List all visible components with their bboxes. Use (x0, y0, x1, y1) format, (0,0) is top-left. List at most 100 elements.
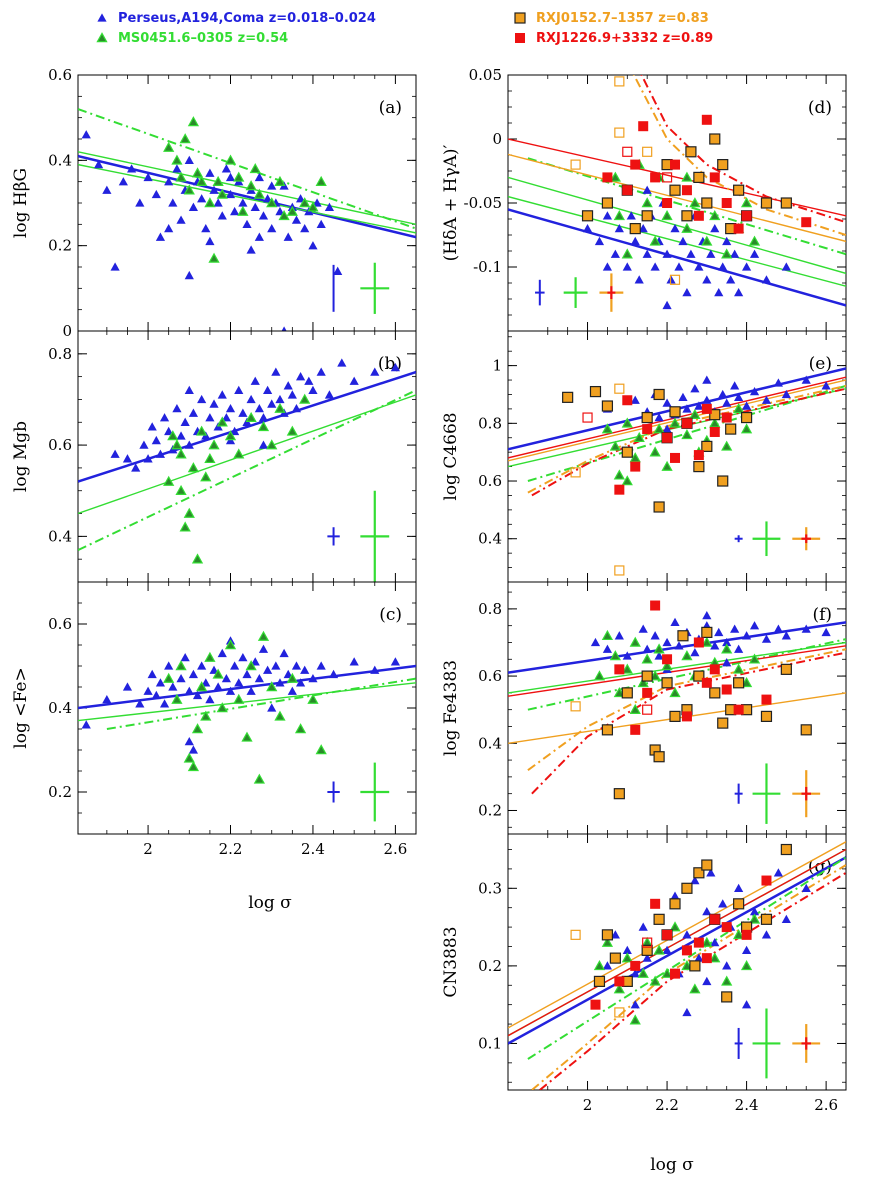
legend-marker-rxj1226 (515, 33, 525, 43)
point-g-perseus-16 (706, 868, 716, 877)
point-c-perseus-12 (176, 674, 186, 683)
y-tick-label-a: 0.2 (48, 237, 72, 255)
point-b-perseus-14 (184, 440, 194, 449)
point-g-perseus-19 (722, 961, 732, 970)
point-g-perseus-10 (670, 891, 680, 900)
fit-line-g-rxj0152-3 (508, 841, 846, 1029)
point-b-perseus-4 (143, 454, 153, 463)
x-tick-label-g: 2 (583, 1096, 593, 1114)
fit-line-d-rxj1226-5 (508, 138, 846, 217)
point-b-perseus-34 (267, 399, 277, 408)
point-f-rxj1226-1 (630, 724, 641, 735)
point-d-rxj1226-1 (622, 185, 633, 196)
x-axis-label-left: log σ (248, 893, 292, 913)
point-e-rxj1226-2 (642, 424, 653, 435)
point-b-perseus-47 (337, 358, 347, 367)
point-d-perseus-3 (610, 249, 620, 258)
point-d-perseus-10 (642, 249, 652, 258)
point-g-ms0451-16 (733, 929, 745, 940)
point-e-rxj0152-11 (717, 475, 729, 487)
point-b-perseus-2 (131, 463, 141, 472)
point-b-perseus-48 (349, 376, 359, 385)
point-a-perseus-18 (197, 194, 207, 203)
point-d-perseus-31 (726, 275, 736, 284)
point-e-perseus-20 (761, 395, 772, 404)
point-d-perseus-0 (582, 224, 593, 233)
point-c-perseus-41 (295, 678, 306, 687)
fit-line-b-ms0451-2 (78, 389, 416, 552)
point-a-ms0451-5 (187, 116, 200, 127)
point-b-perseus-6 (151, 435, 161, 445)
point-b-perseus-41 (295, 372, 306, 381)
fit-line-c-perseus-0 (78, 664, 416, 710)
point-f-perseus-9 (662, 637, 672, 647)
point-f-rxj1226-2 (642, 687, 653, 698)
point-d-perseus-21 (686, 249, 696, 258)
point-g-perseus-22 (741, 945, 752, 955)
point-c-ms0451-2 (175, 660, 187, 671)
point-d-perseus-36 (761, 275, 772, 284)
point-g-ms0451-2 (613, 983, 625, 994)
fit-line-g-rxj1226-6 (539, 871, 846, 1090)
y-axis-label-b: log Mgb (11, 421, 31, 492)
panel-label-e: (e) (809, 354, 832, 374)
point-d-perseus-28 (714, 288, 724, 297)
point-b-perseus-36 (275, 394, 285, 404)
point-c-perseus-48 (390, 657, 400, 666)
point-c-ms0451-14 (257, 630, 270, 641)
point-b-perseus-7 (155, 449, 166, 458)
point-e-ms0451-11 (681, 429, 693, 440)
point-d-rxj0152-17 (685, 146, 697, 158)
point-a-perseus-54 (225, 172, 236, 182)
point-c-perseus-31 (254, 674, 264, 683)
point-e-perseus-25 (662, 424, 672, 433)
point-c-perseus-19 (205, 695, 215, 704)
fit-line-d-ms0451-1 (508, 176, 846, 275)
point-g-ms0451-17 (740, 960, 753, 971)
x-axis-label-right: log σ (650, 1155, 694, 1175)
point-e-rxj0152-0 (562, 391, 574, 403)
point-a-perseus-28 (238, 198, 248, 207)
point-a-ms0451-20 (307, 201, 319, 212)
point-g-ms0451-14 (709, 952, 721, 963)
point-a-ms0451-17 (274, 175, 286, 186)
point-f-rxj0152-16 (760, 710, 773, 723)
point-b-perseus-53 (258, 440, 269, 449)
point-e-rxj0152-15 (693, 460, 705, 473)
point-c-perseus-9 (164, 661, 174, 670)
y-axis-label-g: CN3883 (441, 926, 461, 997)
point-f-perseus-0 (590, 637, 601, 647)
point-f-perseus-17 (714, 627, 724, 637)
fit-line-d-rxj0152-6 (632, 75, 846, 236)
point-c-perseus-47 (370, 665, 380, 674)
point-g-rxj0152-4 (653, 913, 665, 925)
fit-line-a-ms0451-2 (78, 163, 416, 234)
point-f-perseus-22 (749, 621, 760, 630)
point-e-ms0451-15 (721, 440, 733, 451)
point-a-perseus-56 (205, 236, 215, 246)
point-d-perseus-23 (694, 262, 704, 271)
plot-area-e (508, 367, 846, 576)
point-g-rxj1226-4 (662, 929, 673, 940)
point-b-perseus-12 (176, 431, 186, 440)
point-g-ms0451-18 (748, 913, 761, 924)
plot-area-c (78, 630, 416, 784)
point-d-perseus-39 (642, 185, 652, 194)
point-c-perseus-49 (184, 737, 194, 746)
point-c-perseus-20 (209, 665, 219, 674)
point-g-rxj1226-2 (630, 960, 641, 971)
fit-line-d-ms0451-2 (508, 195, 846, 287)
y-tick-label-c: 0.6 (48, 615, 72, 633)
point-g-rxj1226-5 (670, 968, 681, 979)
point-f-perseus-29 (702, 611, 712, 620)
point-b-perseus-23 (221, 413, 231, 422)
y-tick-label-b: 0.4 (48, 527, 72, 545)
point-d-rxj0152-8 (701, 197, 713, 209)
point-e-perseus-24 (821, 381, 831, 390)
x-tick-label-c: 2.6 (383, 840, 407, 858)
point-c-perseus-13 (180, 653, 190, 662)
x-tick-label-c: 2.2 (219, 840, 243, 858)
panel-label-g: (g) (808, 857, 832, 877)
point-g-rxj1226-10 (721, 922, 732, 933)
point-c-perseus-22 (217, 648, 227, 658)
